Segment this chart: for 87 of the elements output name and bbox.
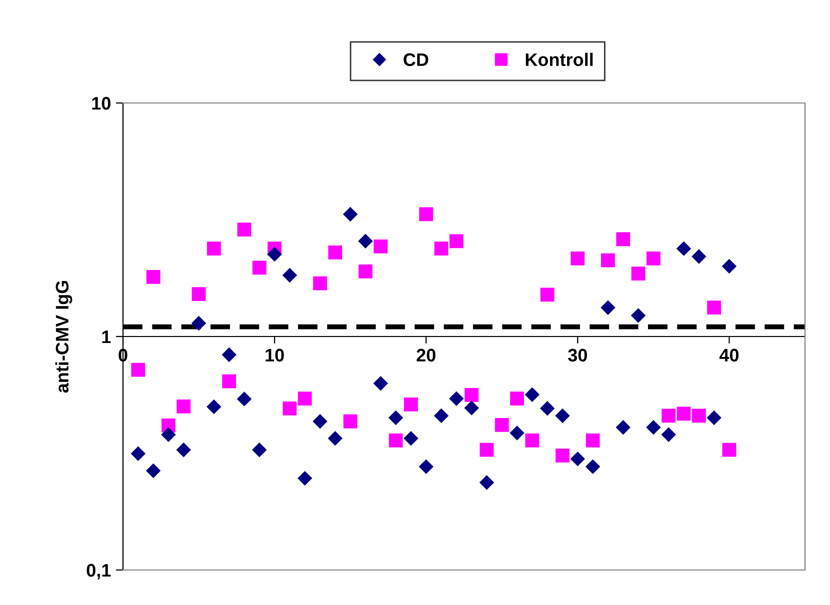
point [692, 249, 706, 264]
point [282, 401, 297, 416]
point [298, 392, 312, 406]
point [328, 246, 342, 260]
point [176, 399, 191, 414]
point [707, 300, 722, 315]
point [374, 240, 388, 254]
y-tick-label: 10 [92, 96, 110, 110]
point [510, 426, 524, 440]
point [404, 431, 418, 446]
y-tick-label: 0,1 [86, 564, 111, 580]
point [192, 287, 206, 301]
point [616, 232, 630, 246]
point [161, 428, 176, 442]
point [600, 300, 616, 315]
point [449, 392, 464, 406]
point [540, 401, 554, 416]
point [237, 392, 252, 406]
point [480, 475, 494, 490]
point [722, 442, 736, 457]
point [434, 242, 448, 256]
point [555, 408, 570, 423]
point [646, 251, 660, 266]
point [525, 388, 540, 402]
point [616, 420, 630, 434]
point [282, 268, 297, 282]
point [312, 414, 328, 428]
point [722, 259, 736, 274]
point [494, 418, 509, 432]
point [449, 234, 464, 248]
point [510, 392, 524, 406]
point [464, 388, 479, 402]
point [131, 362, 146, 377]
x-tick-label: 40 [719, 348, 739, 362]
point [570, 452, 585, 466]
point [146, 464, 160, 478]
point [206, 242, 221, 256]
point [222, 348, 236, 362]
legend-label: Kontroll [526, 52, 593, 66]
point [374, 376, 388, 390]
point [358, 234, 373, 248]
point [252, 442, 266, 457]
point [358, 264, 372, 278]
point [662, 428, 676, 442]
point [434, 408, 448, 423]
point [419, 207, 434, 222]
point [525, 433, 540, 448]
point [586, 460, 600, 474]
point [631, 266, 646, 281]
point [343, 207, 358, 222]
point [676, 406, 691, 421]
point [192, 316, 206, 330]
point [237, 222, 252, 237]
point [464, 400, 479, 416]
point [313, 276, 327, 290]
point [388, 433, 403, 448]
point [419, 460, 434, 474]
x-tick-label: 20 [416, 348, 436, 362]
point [586, 433, 600, 448]
point [676, 241, 691, 256]
legend-label: CD [404, 53, 428, 66]
point [480, 442, 494, 457]
point [570, 251, 585, 266]
point [222, 374, 236, 388]
point [328, 431, 342, 446]
x-tick-label: 30 [568, 348, 587, 362]
point [252, 260, 266, 275]
point [131, 446, 146, 461]
point [556, 448, 570, 463]
point [267, 247, 282, 262]
point [388, 410, 403, 425]
point [343, 414, 358, 428]
point [176, 442, 191, 457]
point [706, 410, 722, 425]
point [646, 420, 661, 434]
point [662, 408, 676, 423]
point [692, 408, 706, 423]
x-tick-label: 10 [266, 348, 284, 362]
point [540, 288, 554, 302]
y-tick-label: 1 [102, 330, 111, 344]
point [206, 400, 222, 414]
y-axis-title: anti-CMV IgG [55, 280, 72, 393]
point [404, 397, 418, 412]
point [298, 471, 312, 486]
point [601, 253, 615, 268]
point [631, 308, 646, 323]
point [146, 270, 160, 284]
